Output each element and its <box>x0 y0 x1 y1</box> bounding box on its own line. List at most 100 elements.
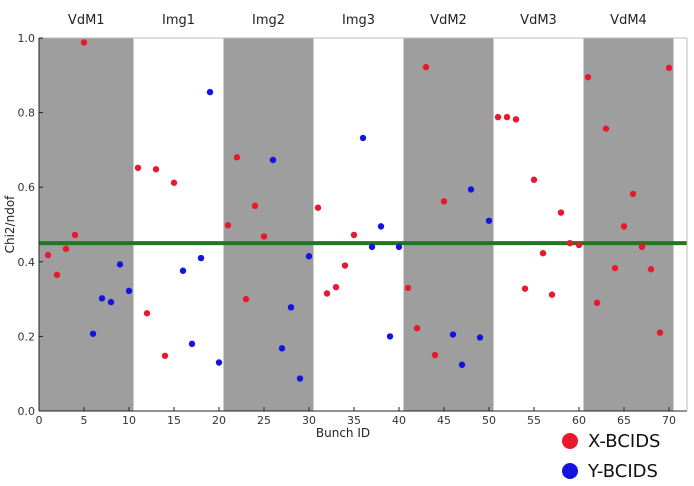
y-bcids-point-16 <box>179 267 187 274</box>
y-tick-label-1: 0.2 <box>18 330 36 343</box>
x-tick-label-70: 70 <box>662 414 676 427</box>
y-tick-label-4: 0.8 <box>18 107 36 120</box>
x-tick-label-0: 0 <box>36 414 43 427</box>
y-bcids-point-18 <box>197 254 205 262</box>
x-bcids-point-13 <box>152 166 160 173</box>
x-bcids-point-60 <box>575 241 583 249</box>
x-bcids-point-41 <box>404 284 412 292</box>
band-label-vdm4: VdM4 <box>610 13 647 28</box>
x-tick-label-55: 55 <box>527 414 541 427</box>
y-bcids-point-50 <box>485 217 493 224</box>
y-bcids-point-29 <box>296 375 304 382</box>
x-tick-label-65: 65 <box>617 414 631 427</box>
x-tick-label-25: 25 <box>257 414 271 427</box>
x-tick-label-45: 45 <box>437 414 451 427</box>
y-bcids-point-39 <box>386 333 394 340</box>
y-bcids-point-36 <box>359 134 367 142</box>
y-bcids-point-37 <box>368 243 376 251</box>
legend-label-y-bcids: Y-BCIDS <box>588 460 658 482</box>
x-bcids-point-55 <box>530 176 538 183</box>
y-bcids-point-9 <box>116 261 124 268</box>
x-bcids-point-22 <box>233 154 241 161</box>
y-bcids-point-19 <box>206 88 214 96</box>
y-bcids-point-10 <box>125 287 133 295</box>
x-bcids-point-24 <box>251 202 259 210</box>
x-bcids-point-56 <box>539 250 547 257</box>
x-bcids-point-5 <box>80 39 88 46</box>
points-layer <box>44 39 673 382</box>
band-label-vdm3: VdM3 <box>520 13 557 28</box>
x-bcids-point-64 <box>611 264 619 272</box>
x-bcids-point-14 <box>161 352 169 359</box>
y-bcids-point-8 <box>107 298 115 306</box>
band-label-img2: Img2 <box>252 13 285 28</box>
x-bcids-point-66 <box>629 190 637 198</box>
x-bcids-point-57 <box>548 291 556 298</box>
band-vdm2 <box>403 38 494 411</box>
x-bcids-point-44 <box>431 351 439 359</box>
band-label-vdm2: VdM2 <box>430 13 467 28</box>
y-bcids-point-6 <box>89 330 97 337</box>
legend: X-BCIDS Y-BCIDS <box>562 426 660 486</box>
x-tick-label-30: 30 <box>302 414 316 427</box>
x-bcids-point-52 <box>503 113 511 121</box>
x-bcids-point-65 <box>620 223 628 230</box>
legend-marker-x-bcids <box>562 433 578 449</box>
band-vdm4 <box>583 38 674 411</box>
y-bcids-point-20 <box>215 359 223 366</box>
y-bcids-point-46 <box>449 331 457 338</box>
x-bcids-point-1 <box>44 251 52 259</box>
x-bcids-point-42 <box>413 324 421 332</box>
x-axis-title: Bunch ID <box>316 426 370 440</box>
y-bcids-point-40 <box>395 243 403 251</box>
x-bcids-point-63 <box>602 125 610 132</box>
y-tick-label-0: 0.0 <box>18 405 36 418</box>
x-bcids-point-15 <box>170 179 178 186</box>
x-bcids-point-61 <box>584 73 592 81</box>
band-label-vdm1: VdM1 <box>68 13 105 28</box>
x-bcids-point-59 <box>566 239 574 247</box>
y-bcids-point-27 <box>278 345 286 352</box>
x-bcids-point-62 <box>593 299 601 307</box>
x-bcids-point-53 <box>512 116 520 123</box>
legend-label-x-bcids: X-BCIDS <box>588 430 661 452</box>
x-bcids-point-32 <box>323 290 331 297</box>
x-bcids-point-2 <box>53 271 61 279</box>
x-tick-label-60: 60 <box>572 414 586 427</box>
y-tick-label-3: 0.6 <box>18 181 36 194</box>
axes-layer: 0 5 10 15 20 25 30 35 40 45 50 55 60 65 70 0.0 0.2 0.4 0.6… <box>18 32 688 427</box>
x-bcids-point-11 <box>134 164 142 172</box>
x-bcids-point-31 <box>314 204 322 211</box>
band-layer: VdM1 Img1 Img2 Img3 VdM2 VdM3 VdM4 <box>39 13 674 411</box>
x-bcids-point-34 <box>341 262 349 269</box>
y-bcids-point-30 <box>305 253 313 260</box>
x-tick-label-5: 5 <box>81 414 88 427</box>
x-bcids-point-33 <box>332 283 340 291</box>
y-bcids-point-38 <box>377 223 385 230</box>
y-tick-label-5: 1.0 <box>18 32 36 45</box>
x-bcids-point-67 <box>638 243 646 251</box>
y-bcids-point-47 <box>458 361 466 368</box>
y-bcids-point-7 <box>98 295 106 302</box>
x-tick-label-20: 20 <box>212 414 226 427</box>
legend-marker-y-bcids <box>562 463 578 479</box>
y-bcids-point-49 <box>476 334 484 341</box>
band-img2 <box>223 38 314 411</box>
x-bcids-point-3 <box>62 245 70 252</box>
x-bcids-point-51 <box>494 113 502 121</box>
y-bcids-point-17 <box>188 340 196 348</box>
x-tick-label-40: 40 <box>392 414 406 427</box>
x-bcids-point-43 <box>422 63 430 71</box>
x-tick-label-35: 35 <box>347 414 361 427</box>
x-bcids-point-25 <box>260 233 268 240</box>
x-tick-label-50: 50 <box>482 414 496 427</box>
band-vdm1 <box>39 38 134 411</box>
x-bcids-point-4 <box>71 231 79 239</box>
y-axis-title: Chi2/ndof <box>3 195 17 254</box>
x-bcids-point-21 <box>224 222 232 229</box>
band-label-img3: Img3 <box>342 13 375 28</box>
band-label-img1: Img1 <box>162 13 195 28</box>
x-bcids-point-58 <box>557 209 565 216</box>
x-bcids-point-45 <box>440 198 448 205</box>
